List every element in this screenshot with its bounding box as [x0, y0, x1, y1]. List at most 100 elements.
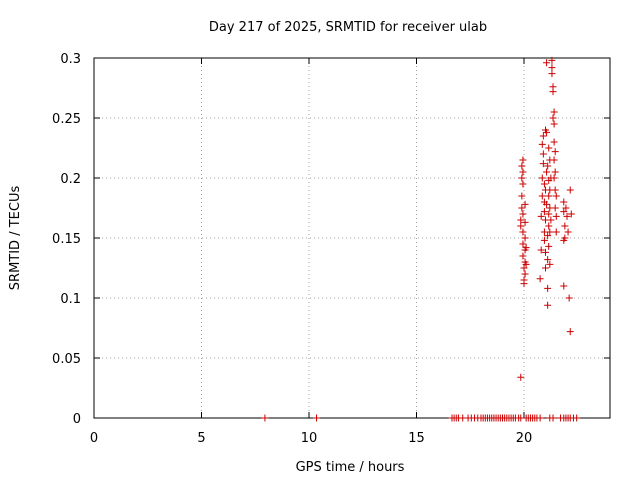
data-point [567, 210, 575, 218]
data-point [520, 264, 528, 272]
data-point [521, 270, 529, 278]
data-point [560, 208, 568, 216]
x-axis-label: GPS time / hours [296, 460, 405, 475]
x-tick-label: 15 [408, 431, 425, 446]
data-point [543, 128, 551, 136]
data-point [560, 198, 568, 206]
data-point [573, 414, 581, 422]
data-point [564, 228, 572, 236]
axis-ticks: 0 5 10 15 20 0 0.05 0.1 0.15 0.2 0.25 0.3 [52, 52, 610, 446]
data-point [539, 132, 547, 140]
data-point [540, 180, 548, 188]
data-point [552, 228, 560, 236]
data-point [545, 192, 553, 200]
data-point [539, 160, 547, 168]
y-tick-label: 0.05 [52, 352, 81, 367]
data-point [561, 234, 569, 242]
data-point [543, 168, 551, 176]
data-point [549, 114, 557, 122]
data-point [521, 200, 529, 208]
grid-lines [94, 58, 610, 418]
data-point [521, 218, 529, 226]
data-point [522, 244, 530, 252]
data-point [519, 180, 527, 188]
data-point [313, 414, 321, 422]
data-point [544, 301, 552, 309]
data-point [560, 282, 568, 290]
data-point [551, 168, 559, 176]
data-point [540, 208, 548, 216]
data-point [536, 275, 544, 283]
data-point [518, 192, 526, 200]
data-point [519, 210, 527, 218]
data-point [546, 260, 554, 268]
x-tick-label: 10 [301, 431, 318, 446]
data-point [552, 212, 560, 220]
data-point [550, 156, 558, 164]
data-point [542, 248, 549, 256]
data-point [550, 108, 558, 116]
data-point [545, 222, 553, 230]
data-point [565, 294, 573, 302]
data-point [550, 174, 558, 182]
data-point [551, 204, 559, 212]
data-point [542, 264, 549, 272]
y-tick-label: 0 [73, 412, 81, 427]
data-point [552, 192, 560, 200]
data-points [261, 56, 581, 422]
plot-frame [93, 57, 611, 419]
data-point [547, 216, 555, 224]
data-point [540, 236, 548, 244]
data-point [550, 138, 558, 146]
y-tick-label: 0.25 [52, 112, 81, 127]
data-point [539, 150, 547, 158]
data-point [521, 234, 529, 242]
data-point [550, 120, 558, 128]
data-point [545, 242, 553, 250]
y-tick-label: 0.15 [52, 232, 81, 247]
data-point [561, 222, 569, 230]
data-point [517, 373, 525, 381]
data-point [538, 192, 546, 200]
data-point [551, 186, 559, 194]
data-point [518, 204, 526, 212]
data-point [545, 144, 553, 152]
data-point [545, 210, 553, 218]
data-point [538, 174, 546, 182]
data-point [549, 414, 557, 422]
data-point [543, 200, 551, 208]
data-point [549, 88, 557, 96]
data-point [537, 212, 545, 220]
data-point [519, 228, 527, 236]
x-tick-label: 0 [90, 431, 98, 446]
chart-title: Day 217 of 2025, SRMTID for receiver ula… [209, 20, 487, 35]
data-point [537, 246, 545, 254]
data-point [517, 216, 525, 224]
data-point [538, 140, 546, 148]
data-point [563, 212, 571, 220]
data-point [566, 186, 574, 194]
data-point [519, 168, 527, 176]
data-point [544, 284, 552, 292]
data-point [519, 156, 527, 164]
data-point [544, 256, 552, 264]
data-point [566, 328, 574, 336]
data-point [548, 56, 556, 64]
data-point [548, 70, 556, 78]
data-point [518, 162, 526, 170]
y-axis-label: SRMTID / TECUs [8, 186, 23, 291]
x-tick-label: 5 [197, 431, 205, 446]
data-point [520, 280, 528, 288]
data-point [548, 64, 556, 72]
data-point [519, 240, 527, 248]
data-point [519, 252, 527, 260]
data-point [546, 228, 554, 236]
data-point [522, 260, 530, 268]
y-tick-label: 0.3 [60, 52, 81, 67]
data-point [261, 414, 269, 422]
data-point [544, 162, 552, 170]
y-tick-label: 0.2 [60, 172, 81, 187]
y-tick-label: 0.1 [60, 292, 81, 307]
data-point [551, 148, 559, 156]
data-point [544, 232, 552, 240]
